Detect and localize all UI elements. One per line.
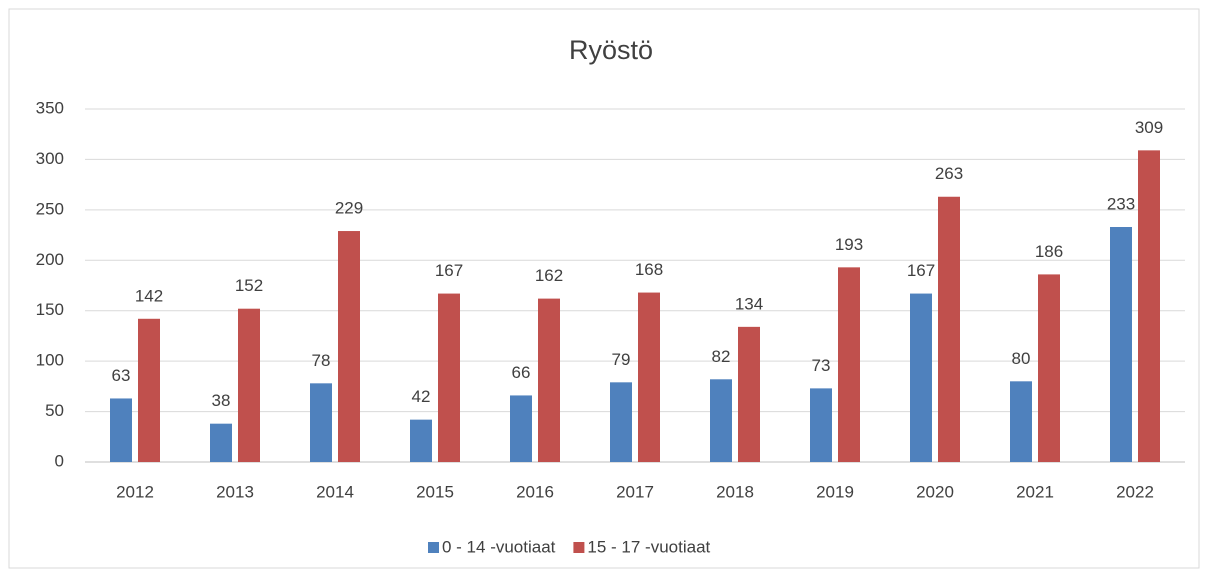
y-tick-label: 250: [36, 199, 64, 218]
bar: [1138, 150, 1160, 462]
y-tick-label: 300: [36, 149, 64, 168]
x-tick-label: 2014: [316, 482, 354, 501]
bar: [138, 318, 160, 462]
bar: [410, 419, 432, 462]
bar: [110, 398, 132, 462]
bar: [210, 423, 232, 462]
data-label: 233: [1107, 194, 1135, 213]
bar: [1010, 381, 1032, 462]
x-tick-label: 2020: [916, 482, 954, 501]
data-label: 63: [112, 366, 131, 385]
bar: [938, 196, 960, 462]
data-label: 42: [412, 387, 431, 406]
bar: [638, 292, 660, 462]
data-label: 186: [1035, 242, 1063, 261]
data-label: 134: [735, 294, 763, 313]
x-tick-label: 2018: [716, 482, 754, 501]
y-tick-label: 150: [36, 300, 64, 319]
y-tick-label: 200: [36, 250, 64, 269]
x-tick-label: 2016: [516, 482, 554, 501]
chart-frame: [8, 8, 1200, 569]
x-tick-label: 2022: [1116, 482, 1154, 501]
x-tick-label: 2017: [616, 482, 654, 501]
bar: [810, 388, 832, 462]
data-label: 167: [907, 261, 935, 280]
y-tick-label: 350: [36, 98, 64, 117]
data-label: 162: [535, 266, 563, 285]
data-label: 193: [835, 235, 863, 254]
data-label: 168: [635, 260, 663, 279]
x-tick-label: 2012: [116, 482, 154, 501]
data-label: 263: [935, 164, 963, 183]
x-tick-label: 2015: [416, 482, 454, 501]
data-label: 142: [135, 286, 163, 305]
y-tick-label: 100: [36, 351, 64, 370]
bar: [838, 267, 860, 462]
bar: [738, 326, 760, 462]
legend-swatch: [573, 542, 585, 553]
data-label: 78: [312, 351, 331, 370]
legend-label: 0 - 14 -vuotiaat: [442, 537, 556, 556]
bar: [610, 382, 632, 462]
data-label: 152: [235, 276, 263, 295]
y-tick-label: 50: [45, 401, 64, 420]
data-label: 73: [812, 356, 831, 375]
data-label: 167: [435, 261, 463, 280]
bar: [910, 293, 932, 462]
data-label: 309: [1135, 118, 1163, 137]
legend-swatch: [428, 542, 439, 553]
bar: [1038, 274, 1060, 462]
data-label: 79: [612, 350, 631, 369]
x-tick-label: 2021: [1016, 482, 1054, 501]
data-label: 80: [1012, 349, 1031, 368]
y-tick-label: 0: [55, 451, 64, 470]
bar: [510, 395, 532, 462]
bar: [710, 379, 732, 462]
bar: [238, 308, 260, 462]
data-label: 66: [512, 363, 531, 382]
data-label: 229: [335, 199, 363, 218]
x-tick-label: 2013: [216, 482, 254, 501]
bar: [310, 383, 332, 462]
bar: [1110, 227, 1132, 462]
data-label: 38: [212, 391, 231, 410]
legend-label: 15 - 17 -vuotiaat: [587, 537, 710, 556]
bar: [338, 231, 360, 462]
bar: [438, 293, 460, 462]
data-label: 82: [712, 347, 731, 366]
chart-title: Ryöstö: [569, 35, 653, 65]
bar: [538, 298, 560, 462]
x-tick-label: 2019: [816, 482, 854, 501]
